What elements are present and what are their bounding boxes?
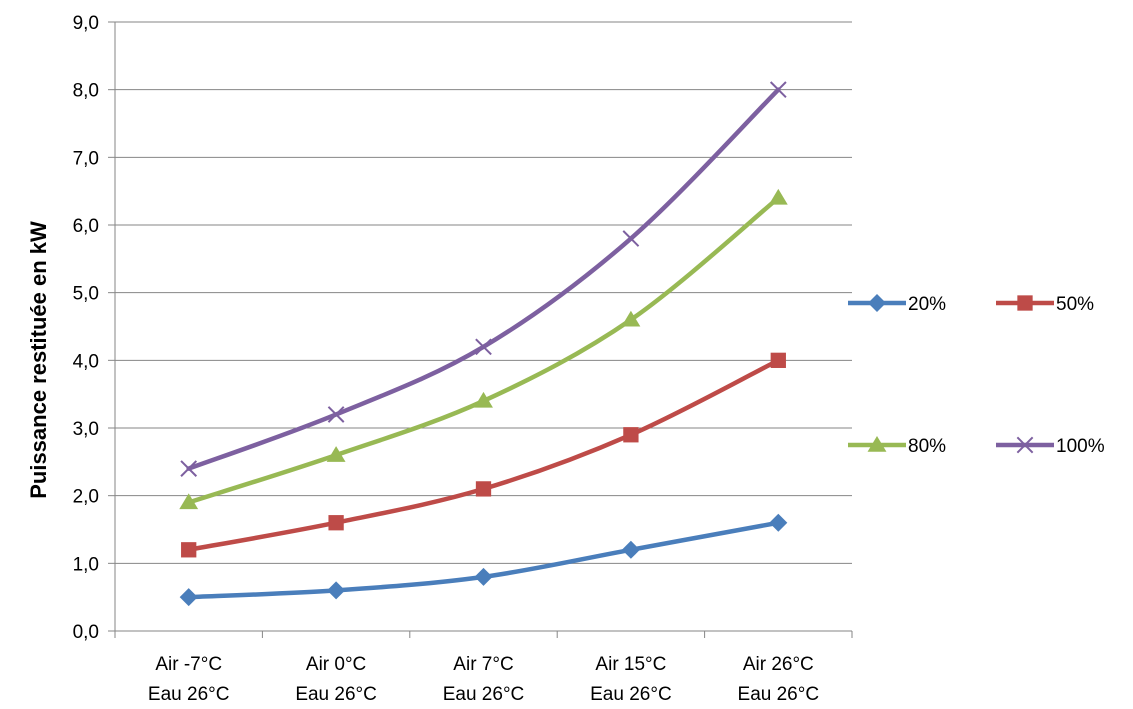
data-point — [327, 581, 346, 600]
y-tick-labels: 0,0 1,0 2,0 3,0 4,0 5,0 6,0 7,0 8,0 9,0 — [73, 13, 99, 643]
data-point — [868, 294, 886, 312]
y-tick-label: 7,0 — [73, 148, 99, 169]
legend-item: 100% — [996, 436, 1105, 457]
legend-item: 20% — [848, 294, 946, 315]
data-point — [867, 436, 887, 452]
x-tick-labels: Air -7°C Eau 26°C Air 0°C Eau 26°C Air 7°C Ea… — [148, 654, 819, 705]
legend-item: 50% — [996, 294, 1094, 315]
data-point — [180, 460, 198, 477]
legend-label: 100% — [1056, 436, 1105, 457]
series-line — [186, 87, 781, 471]
y-tick-label: 1,0 — [73, 554, 99, 575]
y-tick-label: 2,0 — [73, 487, 99, 508]
data-point — [179, 493, 199, 510]
y-tick-label: 6,0 — [73, 216, 99, 237]
legend-label: 50% — [1056, 294, 1094, 315]
x-tick-label: Air 7°C Eau 26°C — [443, 654, 525, 705]
legend: 20% 50% 80% 100% — [848, 294, 1105, 457]
data-point — [769, 81, 787, 99]
y-tick-label: 9,0 — [73, 13, 99, 34]
series-50pct — [181, 352, 786, 558]
x-tick-label: Air 0°C Eau 26°C — [295, 654, 377, 705]
y-tick-label: 8,0 — [73, 81, 99, 102]
series-20pct — [179, 513, 788, 607]
y-tick-label: 0,0 — [73, 622, 99, 643]
series-80pct — [179, 188, 788, 510]
data-point — [768, 188, 788, 205]
series-line — [186, 358, 781, 553]
data-point — [474, 391, 493, 408]
axes — [108, 21, 853, 638]
legend-label: 80% — [908, 436, 946, 457]
x-tick-label: Air -7°C Eau 26°C — [148, 654, 230, 705]
data-point — [1016, 436, 1034, 454]
y-tick-label: 4,0 — [73, 351, 99, 372]
data-point — [1017, 295, 1033, 311]
y-tick-label: 5,0 — [73, 284, 99, 305]
legend-item: 80% — [848, 436, 946, 457]
legend-label: 20% — [908, 294, 946, 315]
data-point — [474, 567, 493, 586]
y-axis-title: Puissance restituée en kW — [26, 221, 51, 499]
data-point — [181, 542, 197, 558]
data-point — [621, 540, 640, 559]
data-point — [326, 446, 346, 462]
series-line — [186, 195, 781, 505]
gridlines — [115, 21, 852, 564]
x-tick-label: Air 26°C Eau 26°C — [738, 654, 820, 705]
data-point — [327, 406, 345, 423]
series-group — [179, 81, 788, 607]
data-point — [328, 515, 344, 531]
data-point — [769, 513, 788, 532]
data-point — [623, 427, 639, 443]
data-point — [179, 588, 198, 607]
x-tick-label: Air 15°C Eau 26°C — [590, 654, 672, 705]
data-point — [770, 352, 786, 368]
data-point — [475, 338, 492, 356]
series-100pct — [180, 81, 787, 477]
data-point — [622, 230, 640, 247]
data-point — [475, 481, 492, 497]
y-tick-label: 3,0 — [73, 419, 99, 440]
data-point — [621, 310, 641, 327]
